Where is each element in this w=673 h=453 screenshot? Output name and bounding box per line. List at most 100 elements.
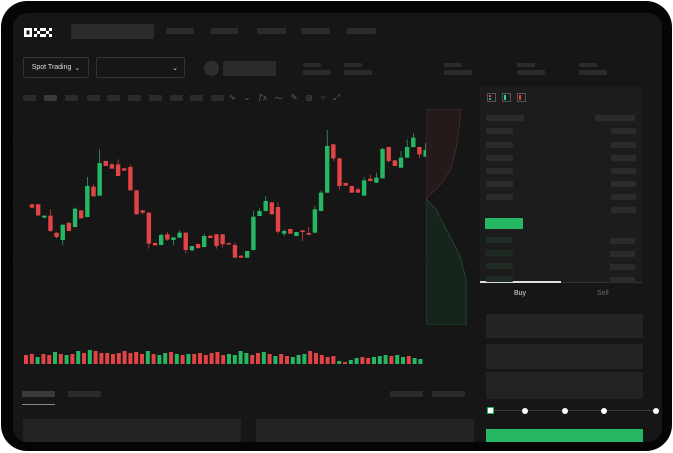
- ask-amount: [611, 181, 636, 187]
- indicator-icon[interactable]: ∿: [229, 93, 236, 102]
- candle-down: [183, 232, 188, 250]
- target-icon[interactable]: ◎: [305, 93, 313, 102]
- candle-up: [312, 209, 318, 233]
- slider-stop[interactable]: [522, 408, 528, 414]
- volume-bar: [70, 354, 75, 364]
- candle-up: [60, 224, 65, 240]
- volume-bar: [116, 353, 121, 364]
- timeframe-button[interactable]: [211, 95, 224, 101]
- candle-down: [417, 147, 422, 155]
- timeframe-button[interactable]: [65, 95, 78, 101]
- search-bar-placeholder[interactable]: [71, 24, 154, 39]
- candle-down: [214, 234, 219, 246]
- candle-down: [91, 186, 96, 197]
- candle-up: [294, 232, 299, 236]
- volume-bar: [145, 351, 150, 364]
- timeframe-button[interactable]: [170, 95, 183, 101]
- candle-up: [42, 215, 47, 218]
- candle-down: [386, 147, 391, 161]
- volume-bar: [209, 353, 214, 364]
- nav-item[interactable]: [347, 28, 376, 34]
- amount-input[interactable]: [486, 344, 643, 369]
- nav-item[interactable]: [301, 28, 330, 34]
- slider-stop[interactable]: [653, 408, 659, 414]
- leverage-slider[interactable]: [487, 407, 659, 414]
- timeframe-button[interactable]: [23, 95, 36, 101]
- total-input[interactable]: [486, 372, 643, 399]
- candle-down: [54, 232, 59, 237]
- asks-only-icon[interactable]: [517, 93, 526, 102]
- circle-icon[interactable]: ○: [320, 93, 326, 102]
- buy-submit-button[interactable]: [486, 429, 643, 442]
- tab-history[interactable]: [68, 391, 101, 397]
- candle-down: [220, 234, 225, 245]
- bid-amount: [610, 251, 635, 257]
- okx-logo[interactable]: [24, 27, 52, 38]
- draw-icon[interactable]: ✎: [290, 93, 298, 102]
- candle-up: [202, 236, 207, 247]
- ask-amount: [611, 207, 636, 213]
- volume-bar: [53, 352, 57, 364]
- slider-stop[interactable]: [601, 408, 607, 414]
- nav-item[interactable]: [257, 28, 286, 34]
- chart-type-icon[interactable]: ⌄: [243, 93, 251, 102]
- nav-item[interactable]: [211, 28, 238, 34]
- slider-handle[interactable]: [487, 407, 494, 414]
- pair-select[interactable]: ⌄: [96, 57, 185, 78]
- buy-tab[interactable]: Buy: [514, 290, 527, 297]
- assets-panel: [256, 419, 474, 442]
- filter-button[interactable]: [432, 391, 465, 397]
- candle-down: [122, 168, 127, 171]
- chevron-down-icon: ⌄: [74, 64, 81, 72]
- orderbook-view-toggle: [487, 93, 526, 102]
- timeframe-button[interactable]: [44, 95, 57, 101]
- both-sides-icon[interactable]: [487, 93, 496, 102]
- fx-icon[interactable]: ƒx: [258, 93, 267, 102]
- price-input[interactable]: [486, 314, 643, 338]
- line-icon[interactable]: 〜: [274, 94, 283, 103]
- bid-amount: [610, 238, 635, 244]
- expand-icon[interactable]: ⤢: [333, 93, 340, 102]
- timeframe-button[interactable]: [87, 95, 100, 101]
- chevron-down-icon: ⌄: [172, 64, 178, 72]
- volume-bar: [58, 354, 63, 364]
- volume-bar: [395, 355, 400, 364]
- candle-down: [115, 164, 121, 176]
- slider-stop[interactable]: [562, 408, 568, 414]
- sell-tab[interactable]: Sell: [597, 290, 609, 297]
- timeframe-button[interactable]: [149, 95, 162, 101]
- candlestick-chart[interactable]: [13, 13, 483, 373]
- tab-open-orders[interactable]: [22, 391, 55, 397]
- candle-up: [158, 235, 164, 245]
- timeframe-button[interactable]: [190, 95, 203, 101]
- ask-price: [486, 142, 513, 148]
- volume-bar: [261, 352, 266, 364]
- volume-bar: [140, 354, 144, 364]
- candle-up: [374, 177, 379, 183]
- candle-up: [325, 146, 330, 193]
- volume-bar: [186, 354, 191, 364]
- nav-item[interactable]: [166, 28, 194, 34]
- stat-value: [517, 70, 545, 75]
- last-price-highlight: [485, 218, 523, 229]
- stat-value: [344, 70, 372, 75]
- volume-bar: [401, 357, 405, 364]
- volume-bar: [412, 358, 417, 364]
- candle-down: [343, 183, 348, 186]
- price-placeholder: [223, 61, 276, 76]
- filter-button[interactable]: [390, 391, 423, 397]
- volume-bar: [82, 353, 86, 364]
- candle-down: [368, 178, 373, 181]
- ask-amount: [611, 194, 636, 200]
- timeframe-button[interactable]: [107, 95, 120, 101]
- stat-label: [579, 63, 597, 67]
- volume-bar: [29, 354, 34, 364]
- spot-trading-select[interactable]: Spot Trading ⌄: [23, 57, 89, 78]
- volume-bar: [337, 361, 342, 364]
- bids-only-icon[interactable]: [502, 93, 511, 102]
- candle-down: [134, 190, 139, 215]
- volume-bar: [314, 353, 318, 364]
- timeframe-button[interactable]: [128, 95, 141, 101]
- candle-down: [349, 186, 354, 193]
- volume-bar: [343, 362, 347, 364]
